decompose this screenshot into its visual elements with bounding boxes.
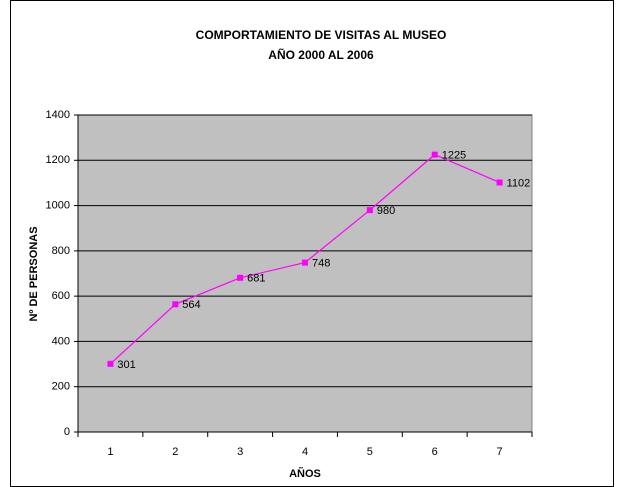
y-tick-label: 1000: [46, 199, 70, 211]
data-label: 301: [117, 359, 135, 371]
y-tick-label: 400: [52, 335, 70, 347]
x-axis-label: AÑOS: [289, 467, 321, 480]
data-label: 564: [182, 299, 200, 311]
plot-area: [77, 114, 533, 433]
data-label: 980: [377, 205, 395, 217]
point-marker: [302, 259, 308, 266]
x-tick-label: 1: [107, 446, 113, 458]
y-tick-label: 200: [52, 381, 70, 393]
point-marker: [237, 274, 244, 281]
data-label: 1225: [442, 150, 466, 162]
data-label: 1102: [507, 177, 531, 189]
x-tick-label: 6: [432, 446, 438, 458]
data-label: 681: [247, 273, 265, 285]
data-label: 748: [312, 258, 330, 270]
y-tick-label: 800: [52, 245, 70, 257]
x-tick-label: 5: [367, 446, 373, 458]
x-tick-label: 2: [172, 446, 178, 458]
point-marker: [496, 179, 503, 186]
point-marker: [107, 360, 114, 367]
y-tick-label: 1400: [46, 109, 70, 121]
y-axis-label: Nº DE PERSONAS: [28, 226, 40, 321]
chart-title: COMPORTAMIENTO DE VISITAS AL MUSEO: [196, 28, 447, 42]
y-tick-label: 0: [64, 426, 70, 438]
chart-subtitle: AÑO 2000 AL 2006: [268, 47, 374, 62]
x-tick-label: 4: [302, 446, 308, 458]
y-tick-label: 1200: [46, 154, 70, 166]
point-marker: [366, 207, 373, 214]
point-marker: [172, 301, 179, 308]
point-marker: [431, 151, 438, 158]
y-tick-label: 600: [52, 290, 70, 302]
x-tick-label: 7: [497, 446, 503, 458]
x-tick-label: 3: [237, 446, 243, 458]
